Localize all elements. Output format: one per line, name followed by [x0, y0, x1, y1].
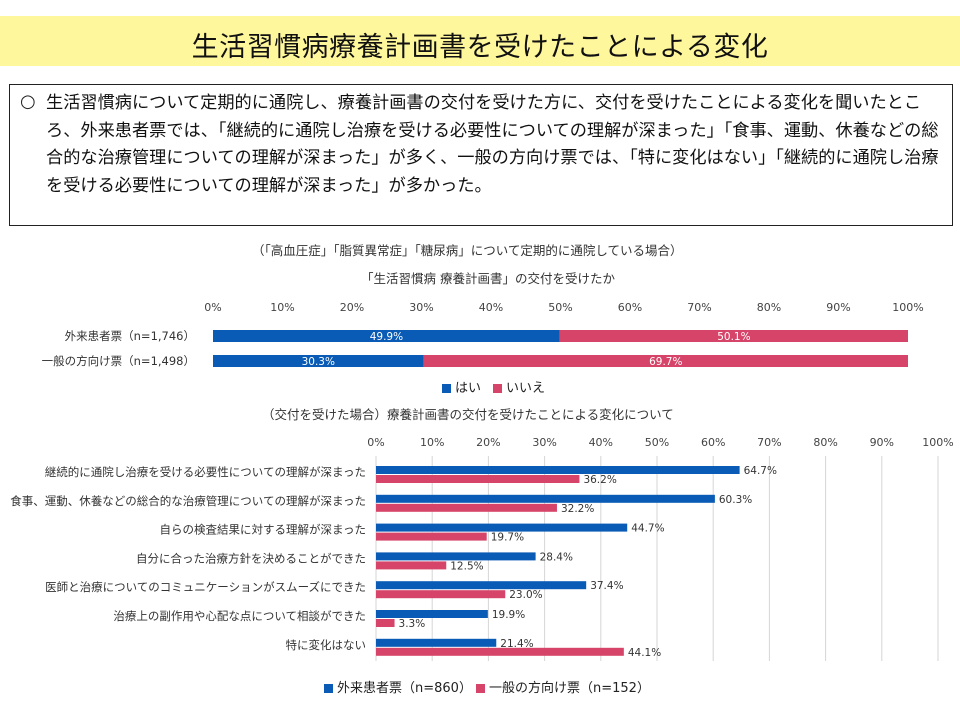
chart2-category-label: 継続的に通院し治療を受ける必要性についての理解が深まった: [45, 465, 366, 479]
chart2-data-label: 19.9%: [492, 609, 525, 621]
chart1-data-label: 30.3%: [302, 356, 335, 368]
chart2-tick-label: 0%: [367, 436, 384, 449]
chart2-data-label: 44.1%: [628, 647, 661, 659]
chart2-data-label: 60.3%: [719, 494, 752, 506]
chart1-bar-no: [423, 355, 908, 367]
chart1-tick-label: 80%: [757, 301, 781, 314]
chart1-legend-no: いいえ: [493, 377, 545, 396]
chart2-legend-outpatient: 外来患者票（n=860）: [324, 677, 472, 696]
chart2-data-label: 3.3%: [399, 618, 426, 630]
chart1-tick-label: 40%: [479, 301, 503, 314]
legend-swatch-blue: [442, 384, 451, 393]
chart2-bar-outpatient: [376, 638, 497, 647]
chart2-tick-label: 30%: [532, 436, 556, 449]
legend-swatch-pink: [493, 384, 502, 393]
chart1-data-label: 69.7%: [649, 356, 682, 368]
chart2-tick-label: 20%: [476, 436, 500, 449]
chart2-title: （交付を受けた場合）療養計画書の交付を受けたことによる変化について: [262, 407, 674, 422]
chart1-bar-yes: [213, 355, 424, 367]
summary-text: 生活習慣病について定期的に通院し、療養計画書の交付を受けた方に、交付を受けたこと…: [46, 93, 939, 196]
chart1-tick-label: 20%: [340, 301, 364, 314]
chart2-bar-general: [376, 561, 447, 570]
chart2-bar-general: [376, 590, 506, 599]
legend-swatch-pink: [476, 684, 485, 693]
chart1-tick-label: 90%: [826, 301, 850, 314]
chart2-bar-general: [376, 647, 624, 656]
chart2-data-label: 28.4%: [540, 551, 573, 563]
chart2-data-label: 37.4%: [590, 580, 623, 592]
chart2-bar-outpatient: [376, 552, 536, 561]
chart1-tick-label: 0%: [204, 301, 221, 314]
chart2-bar-outpatient: [376, 523, 628, 532]
chart1-category-label: 一般の方向け票（n=1,498）: [42, 354, 195, 368]
legend-label: いいえ: [506, 381, 546, 396]
chart2-data-label: 12.5%: [450, 560, 483, 572]
chart2-legend-general: 一般の方向け票（n=152）: [476, 677, 650, 696]
chart2-bar-outpatient: [376, 494, 715, 503]
chart1-data-label: 50.1%: [717, 331, 750, 343]
chart2-category-label: 特に変化はない: [286, 638, 367, 652]
chart2-bar-general: [376, 475, 580, 483]
chart2-category-label: 治療上の副作用や心配な点について相談ができた: [113, 609, 366, 623]
summary-box: [9, 84, 953, 226]
legend-label: 一般の方向け票（n=152）: [489, 681, 650, 696]
chart1-data-label: 49.9%: [370, 331, 403, 343]
chart2-tick-label: 70%: [757, 436, 781, 449]
chart2-bar-outpatient: [376, 466, 740, 474]
chart1-tick-label: 10%: [270, 301, 294, 314]
title-bar: [0, 16, 960, 66]
chart2-data-label: 19.7%: [491, 532, 524, 544]
chart1-tick-label: 70%: [687, 301, 711, 314]
chart2-tick-label: 90%: [870, 436, 894, 449]
legend-swatch-blue: [324, 684, 333, 693]
chart2-bar-general: [376, 532, 487, 541]
chart2-data-label: 44.7%: [631, 523, 664, 535]
chart1-tick-label: 50%: [548, 301, 572, 314]
chart2-tick-label: 50%: [645, 436, 669, 449]
chart1-category-label: 外来患者票（n=1,746）: [65, 329, 195, 343]
chart2-tick-label: 10%: [420, 436, 444, 449]
chart2-data-label: 21.4%: [500, 638, 533, 650]
legend-label: はい: [455, 381, 482, 396]
chart2-bar-outpatient: [376, 610, 488, 618]
page-title: 生活習慣病療養計画書を受けたことによる変化: [191, 32, 769, 63]
chart1-subtitle: 「生活習慣病 療養計画書」の交付を受けたか: [361, 271, 615, 286]
chart2-tick-label: 100%: [922, 436, 953, 449]
chart1-bar-yes: [213, 330, 560, 342]
chart2-bar-outpatient: [376, 581, 587, 590]
chart2-category-label: 食事、運動、休養などの総合的な治療管理についての理解が深まった: [10, 494, 366, 508]
chart2-category-label: 自らの検査結果に対する理解が深まった: [159, 523, 366, 537]
chart2-bar-general: [376, 619, 395, 627]
chart2-tick-label: 60%: [701, 436, 725, 449]
chart2-category-label: 医師と治療についてのコミュニケーションがスムーズにできた: [45, 580, 366, 594]
chart2-data-label: 36.2%: [583, 474, 616, 486]
chart2-data-label: 23.0%: [509, 589, 542, 601]
chart1-tick-label: 60%: [618, 301, 642, 314]
chart2-category-label: 自分に合った治療方針を決めることができた: [136, 551, 366, 565]
chart1-tick-label: 30%: [409, 301, 433, 314]
legend-label: 外来患者票（n=860）: [337, 681, 472, 696]
chart2-data-label: 64.7%: [744, 465, 777, 477]
chart2-tick-label: 40%: [589, 436, 613, 449]
chart1-legend-yes: はい: [442, 377, 481, 396]
chart2-bar-general: [376, 503, 557, 512]
chart2-data-label: 32.2%: [561, 503, 594, 515]
summary-bullet: ○: [20, 91, 36, 112]
chart1-bar-no: [559, 330, 908, 342]
chart1-title: （「高血圧症」「脂質異常症」「糖尿病」について定期的に通院している場合）: [252, 243, 683, 258]
chart2-tick-label: 80%: [813, 436, 837, 449]
chart1-tick-label: 100%: [892, 301, 923, 314]
